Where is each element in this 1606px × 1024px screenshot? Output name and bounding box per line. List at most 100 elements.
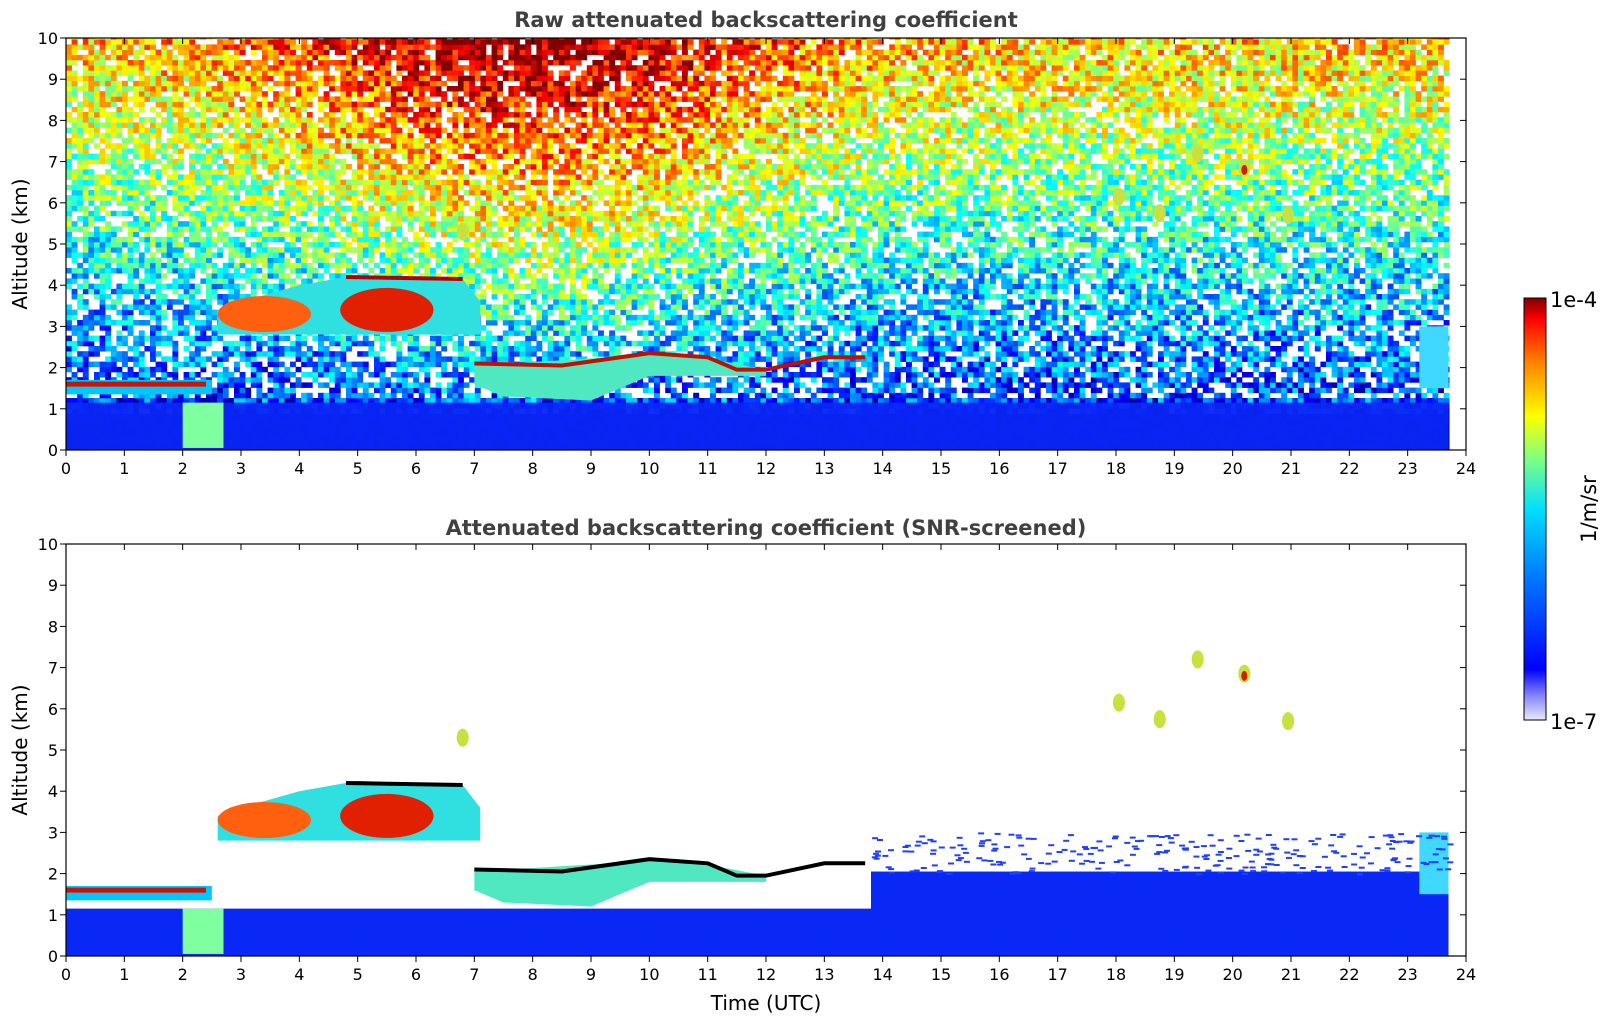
raw-pixel <box>105 200 112 206</box>
raw-pixel <box>222 387 229 394</box>
raw-pixel <box>458 153 464 160</box>
raw-pixel <box>94 184 100 191</box>
raw-pixel <box>228 44 235 50</box>
raw-pixel <box>200 320 207 326</box>
raw-pixel <box>144 65 151 71</box>
raw-pixel <box>99 65 106 71</box>
raw-pixel <box>189 200 196 206</box>
raw-pixel <box>211 242 218 248</box>
raw-pixel <box>66 164 72 170</box>
raw-pixel <box>379 91 386 97</box>
raw-pixel <box>178 205 184 212</box>
raw-pixel <box>250 148 257 154</box>
raw-pixel <box>301 247 308 253</box>
raw-pixel <box>469 340 476 347</box>
raw-pixel <box>497 304 504 310</box>
raw-pixel <box>138 356 145 362</box>
raw-pixel <box>340 169 347 175</box>
raw-pixel <box>138 226 145 232</box>
raw-pixel <box>127 49 134 56</box>
raw-pixel <box>133 101 140 108</box>
raw-pixel <box>239 38 246 40</box>
raw-pixel <box>99 200 106 206</box>
raw-pixel <box>122 106 128 113</box>
raw-pixel <box>234 44 240 50</box>
raw-pixel <box>340 346 347 352</box>
raw-pixel <box>234 143 240 149</box>
raw-pixel <box>222 54 229 61</box>
raw-pixel <box>469 54 476 61</box>
raw-pixel <box>116 200 123 206</box>
raw-pixel <box>222 382 229 388</box>
raw-pixel <box>94 398 100 404</box>
raw-pixel <box>189 335 196 342</box>
raw-pixel <box>418 247 425 253</box>
raw-pixel <box>200 398 207 404</box>
raw-pixel <box>250 127 257 134</box>
raw-pixel <box>82 101 89 108</box>
raw-pixel <box>206 195 212 201</box>
raw-pixel <box>256 158 263 165</box>
raw-pixel <box>418 242 425 248</box>
raw-pixel <box>346 190 352 196</box>
raw-pixel <box>368 169 375 175</box>
raw-pixel <box>105 101 112 108</box>
raw-pixel <box>77 164 84 170</box>
raw-pixel <box>239 184 246 191</box>
raw-pixel <box>239 351 246 357</box>
raw-pixel <box>178 210 184 217</box>
raw-pixel <box>379 184 386 191</box>
raw-pixel <box>211 314 218 321</box>
raw-pixel <box>245 158 252 165</box>
raw-pixel <box>407 169 414 175</box>
raw-pixel <box>402 54 408 61</box>
raw-pixel <box>402 60 408 66</box>
raw-pixel <box>491 70 498 76</box>
raw-pixel <box>273 366 280 373</box>
raw-pixel <box>66 200 72 206</box>
raw-pixel <box>194 210 201 217</box>
raw-pixel <box>110 148 117 154</box>
raw-pixel <box>430 200 436 206</box>
raw-pixel <box>77 54 84 61</box>
raw-pixel <box>284 210 291 217</box>
raw-pixel <box>340 377 347 383</box>
raw-pixel <box>340 117 347 123</box>
raw-pixel <box>144 91 151 97</box>
raw-pixel <box>346 39 352 45</box>
raw-pixel <box>379 112 386 118</box>
raw-pixel <box>206 86 212 92</box>
raw-pixel <box>211 60 218 66</box>
raw-pixel <box>155 169 162 175</box>
raw-pixel <box>267 153 274 160</box>
raw-pixel <box>222 106 229 113</box>
raw-pixel <box>357 210 364 217</box>
raw-pixel <box>497 351 504 357</box>
raw-pixel <box>329 101 336 108</box>
raw-pixel <box>368 236 375 243</box>
raw-pixel <box>435 372 442 378</box>
raw-pixel <box>374 262 380 269</box>
raw-pixel <box>217 112 224 118</box>
raw-pixel <box>334 96 341 102</box>
raw-pixel <box>211 216 218 222</box>
raw-pixel <box>385 195 392 201</box>
raw-pixel <box>194 346 201 352</box>
raw-pixel <box>346 65 352 71</box>
raw-pixel <box>312 236 319 243</box>
raw-pixel <box>334 231 341 238</box>
raw-pixel <box>385 268 392 274</box>
raw-pixel <box>284 86 291 92</box>
raw-pixel <box>77 335 84 342</box>
raw-pixel <box>441 184 448 191</box>
raw-pixel <box>346 387 352 394</box>
raw-pixel <box>194 179 201 186</box>
raw-pixel <box>452 38 459 40</box>
raw-pixel <box>368 86 375 92</box>
raw-pixel <box>194 101 201 108</box>
raw-pixel <box>474 205 481 212</box>
raw-pixel <box>351 143 358 149</box>
raw-pixel <box>150 60 156 66</box>
raw-pixel <box>217 91 224 97</box>
raw-pixel <box>206 60 212 66</box>
